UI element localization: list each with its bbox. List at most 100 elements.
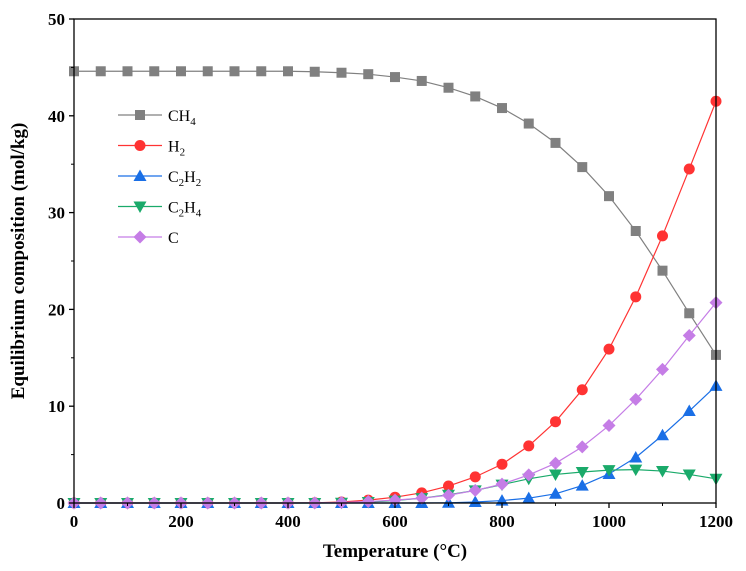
x-tick-label: 800 <box>489 512 515 531</box>
x-tick-label: 400 <box>275 512 301 531</box>
data-point-c2h2 <box>549 487 562 499</box>
data-point-ch4 <box>604 191 614 202</box>
data-point-c2h4 <box>602 465 616 477</box>
legend-label-text: C <box>168 230 179 247</box>
data-point-h2 <box>576 384 588 396</box>
y-axis-title: Equilibrium composition (mol/kg) <box>8 123 29 400</box>
legend-label: C <box>168 230 179 247</box>
x-axis-title: Temperature (°C) <box>323 541 467 562</box>
data-point-c2h4 <box>549 469 562 481</box>
data-point-ch4 <box>523 118 534 129</box>
data-point-c2h2 <box>629 451 643 463</box>
data-point-h2 <box>603 343 615 355</box>
legend-label-text: C <box>168 200 179 217</box>
data-point-c2h4 <box>575 467 589 479</box>
data-point-c2h2 <box>682 404 696 417</box>
data-point-ch4 <box>577 162 588 173</box>
x-tick-label: 200 <box>168 512 194 531</box>
data-point-h2 <box>683 163 695 175</box>
x-tick-label: 600 <box>382 512 408 531</box>
data-point-ch4 <box>336 67 347 78</box>
legend-label-subscript: 2 <box>179 177 185 189</box>
data-point-c <box>656 362 669 376</box>
legend-label-subscript: 2 <box>180 147 186 159</box>
data-point-c <box>495 477 509 491</box>
data-point-c2h2 <box>468 495 482 508</box>
data-point-h2 <box>469 471 481 483</box>
data-point-c2h4 <box>682 469 696 481</box>
legend-marker <box>133 201 147 213</box>
data-point-h2 <box>443 480 454 492</box>
data-point-ch4 <box>363 69 374 80</box>
axes: 0 200 400 600 800 1000 1200 0 10 20 30 40 50 <box>48 10 733 531</box>
legend-item-c: C <box>118 230 179 247</box>
legend-marker <box>134 140 146 151</box>
data-point-ch4 <box>657 265 668 276</box>
data-point-h2 <box>523 440 535 452</box>
data-point-ch4 <box>309 66 320 77</box>
legend-label: CH4 <box>168 108 196 128</box>
data-point-ch4 <box>122 66 133 77</box>
legend-label-subscript: 4 <box>196 208 202 220</box>
data-point-h2 <box>657 230 668 242</box>
legend-label-subscript: 2 <box>179 208 185 220</box>
data-point-c <box>522 468 536 482</box>
legend-marker <box>133 169 147 181</box>
legend-label-text: C <box>168 169 179 186</box>
y-tick-label: 20 <box>48 300 65 319</box>
data-point-c <box>602 419 616 433</box>
legend-label-text: CH <box>168 108 191 125</box>
data-point-c2h2 <box>522 491 536 504</box>
data-point-c <box>575 440 589 454</box>
y-tick-label: 50 <box>48 10 65 29</box>
data-point-c2h4 <box>656 466 669 478</box>
data-point-c2h2 <box>575 479 589 491</box>
legend-label-text: H <box>168 139 180 156</box>
data-point-c <box>549 456 562 470</box>
data-point-ch4 <box>176 66 186 77</box>
data-point-ch4 <box>416 75 427 86</box>
legend-item-c2h2: C2H2 <box>118 169 201 189</box>
data-point-c <box>415 491 429 505</box>
legend-item-c2h4: C2H4 <box>118 200 202 220</box>
data-point-ch4 <box>283 66 293 77</box>
data-point-c <box>468 483 482 497</box>
legend-marker <box>133 230 147 244</box>
x-tick-label: 1200 <box>699 512 733 531</box>
data-point-ch4 <box>229 66 240 77</box>
plot-area <box>67 66 723 510</box>
legend-label: H2 <box>168 139 185 159</box>
legend-item-h2: H2 <box>118 139 185 159</box>
series-c <box>67 296 723 510</box>
legend-label: C2H2 <box>168 169 201 189</box>
y-tick-label: 10 <box>48 397 65 416</box>
data-point-ch4 <box>550 137 561 148</box>
data-point-ch4 <box>443 82 454 93</box>
data-point-c2h4 <box>629 464 643 477</box>
legend-label-subscript: 2 <box>196 177 202 189</box>
data-point-h2 <box>630 291 642 303</box>
legend-marker <box>135 110 145 120</box>
data-point-ch4 <box>95 66 106 77</box>
data-point-c2h2 <box>656 428 669 441</box>
y-tick-label: 0 <box>57 494 66 513</box>
data-point-ch4 <box>202 66 213 77</box>
data-point-ch4 <box>470 91 481 102</box>
data-point-h2 <box>550 416 561 428</box>
y-tick-label: 30 <box>48 204 65 223</box>
data-point-ch4 <box>149 66 160 77</box>
x-tick-label: 0 <box>70 512 79 531</box>
data-point-c <box>682 329 696 343</box>
legend-label-subscript: 4 <box>190 116 196 128</box>
legend-label-text: H <box>184 200 196 217</box>
data-point-ch4 <box>684 308 695 319</box>
data-point-c <box>442 488 455 502</box>
data-point-ch4 <box>497 103 507 114</box>
legend-item-ch4: CH4 <box>118 108 196 128</box>
data-point-c <box>361 495 375 509</box>
x-tick-label: 1000 <box>592 512 626 531</box>
legend-label-text: H <box>184 169 196 186</box>
